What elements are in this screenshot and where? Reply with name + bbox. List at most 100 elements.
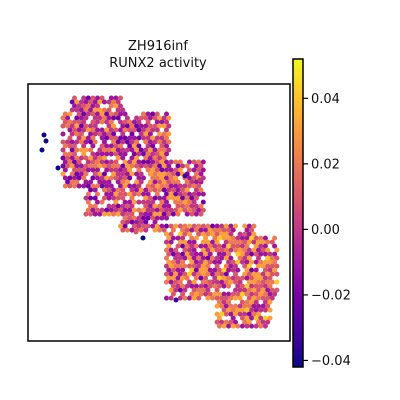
spot-point bbox=[189, 211, 195, 217]
spot-point bbox=[104, 151, 110, 157]
spot-point bbox=[258, 243, 264, 249]
spot-point bbox=[136, 127, 142, 133]
spot-point bbox=[145, 127, 151, 133]
spot-point bbox=[90, 175, 96, 181]
spot-point bbox=[115, 211, 121, 217]
spot-point bbox=[228, 239, 234, 245]
spot-point bbox=[269, 295, 275, 301]
spot-point bbox=[189, 251, 195, 257]
spot-point bbox=[83, 171, 89, 177]
spot-point bbox=[168, 191, 174, 197]
spot-point bbox=[207, 227, 213, 233]
spot-point bbox=[81, 151, 87, 157]
spot-point bbox=[221, 299, 227, 305]
spot-point bbox=[65, 123, 71, 129]
spot-point bbox=[92, 187, 98, 193]
spot-point bbox=[214, 295, 220, 301]
spot-point bbox=[262, 259, 268, 265]
spot-point bbox=[95, 103, 100, 109]
spot-point bbox=[168, 207, 174, 213]
spot-point bbox=[136, 175, 142, 181]
spot-point bbox=[113, 95, 119, 101]
spot-point bbox=[214, 271, 220, 277]
spot-point bbox=[164, 159, 169, 165]
spot-point bbox=[191, 263, 197, 269]
spot-point bbox=[272, 235, 278, 241]
spot-point bbox=[127, 175, 133, 181]
spot-point bbox=[237, 311, 243, 317]
spot-point bbox=[138, 227, 144, 233]
spot-point bbox=[164, 255, 169, 261]
spot-point bbox=[147, 187, 153, 193]
spot-point bbox=[90, 207, 96, 213]
spot-point bbox=[124, 179, 130, 185]
spot-point bbox=[205, 271, 211, 277]
spot-point bbox=[242, 303, 248, 309]
spot-point bbox=[157, 147, 163, 153]
spot-point bbox=[196, 295, 202, 301]
spot-point bbox=[124, 139, 130, 145]
spot-point bbox=[83, 179, 89, 185]
spot-point bbox=[170, 187, 176, 193]
spot-point bbox=[189, 203, 195, 209]
spot-point bbox=[143, 123, 149, 129]
spot-point bbox=[85, 95, 91, 101]
spot-point bbox=[115, 139, 121, 145]
spot-point bbox=[193, 291, 199, 297]
spot-point bbox=[129, 227, 135, 233]
spot-point bbox=[265, 247, 271, 253]
spot-point bbox=[265, 271, 271, 277]
colorbar-tick-label: 0.00 bbox=[311, 223, 340, 238]
spot-point bbox=[74, 131, 80, 137]
spot-point bbox=[244, 307, 250, 313]
spot-point bbox=[72, 127, 77, 133]
spot-point bbox=[173, 297, 179, 303]
spot-point bbox=[230, 243, 236, 249]
spot-point bbox=[191, 207, 197, 213]
spot-point bbox=[246, 271, 252, 277]
spot-point bbox=[115, 99, 121, 105]
spot-point bbox=[200, 279, 206, 285]
spot-point bbox=[173, 247, 179, 253]
spot-point bbox=[78, 139, 84, 145]
spot-point bbox=[164, 111, 169, 117]
spot-point bbox=[196, 263, 202, 269]
spot-point bbox=[180, 259, 186, 265]
spot-point bbox=[258, 283, 264, 289]
spot-point bbox=[154, 111, 160, 117]
spot-point bbox=[113, 143, 119, 149]
spot-point bbox=[154, 223, 160, 229]
spot-point bbox=[157, 187, 163, 193]
spot-point bbox=[99, 111, 105, 117]
spot-point bbox=[72, 143, 77, 149]
spot-point bbox=[256, 247, 261, 253]
spot-point bbox=[118, 127, 123, 133]
spot-point bbox=[274, 279, 280, 285]
spot-point bbox=[226, 307, 232, 313]
spot-point bbox=[187, 239, 192, 245]
spot-point bbox=[175, 195, 181, 201]
spot-point bbox=[159, 135, 165, 141]
spot-point bbox=[136, 167, 142, 173]
spot-point bbox=[104, 119, 110, 125]
spot-point bbox=[152, 211, 158, 217]
spot-point bbox=[147, 155, 153, 161]
spot-point bbox=[138, 115, 144, 121]
spot-point bbox=[168, 231, 174, 237]
spot-point bbox=[106, 163, 112, 169]
spot-point bbox=[221, 235, 227, 241]
spot-point bbox=[164, 207, 169, 213]
spot-point bbox=[157, 195, 163, 201]
spot-point bbox=[62, 143, 68, 149]
spot-point bbox=[159, 151, 165, 157]
spot-point bbox=[246, 295, 252, 301]
spot-point bbox=[177, 263, 183, 269]
spot-point bbox=[191, 255, 197, 261]
spot-point bbox=[81, 111, 87, 117]
spot-point bbox=[226, 235, 232, 241]
spot-point bbox=[164, 199, 169, 205]
spot-point bbox=[230, 227, 236, 233]
spot-point bbox=[138, 219, 144, 225]
spot-point bbox=[106, 187, 112, 193]
spot-point bbox=[131, 119, 137, 125]
